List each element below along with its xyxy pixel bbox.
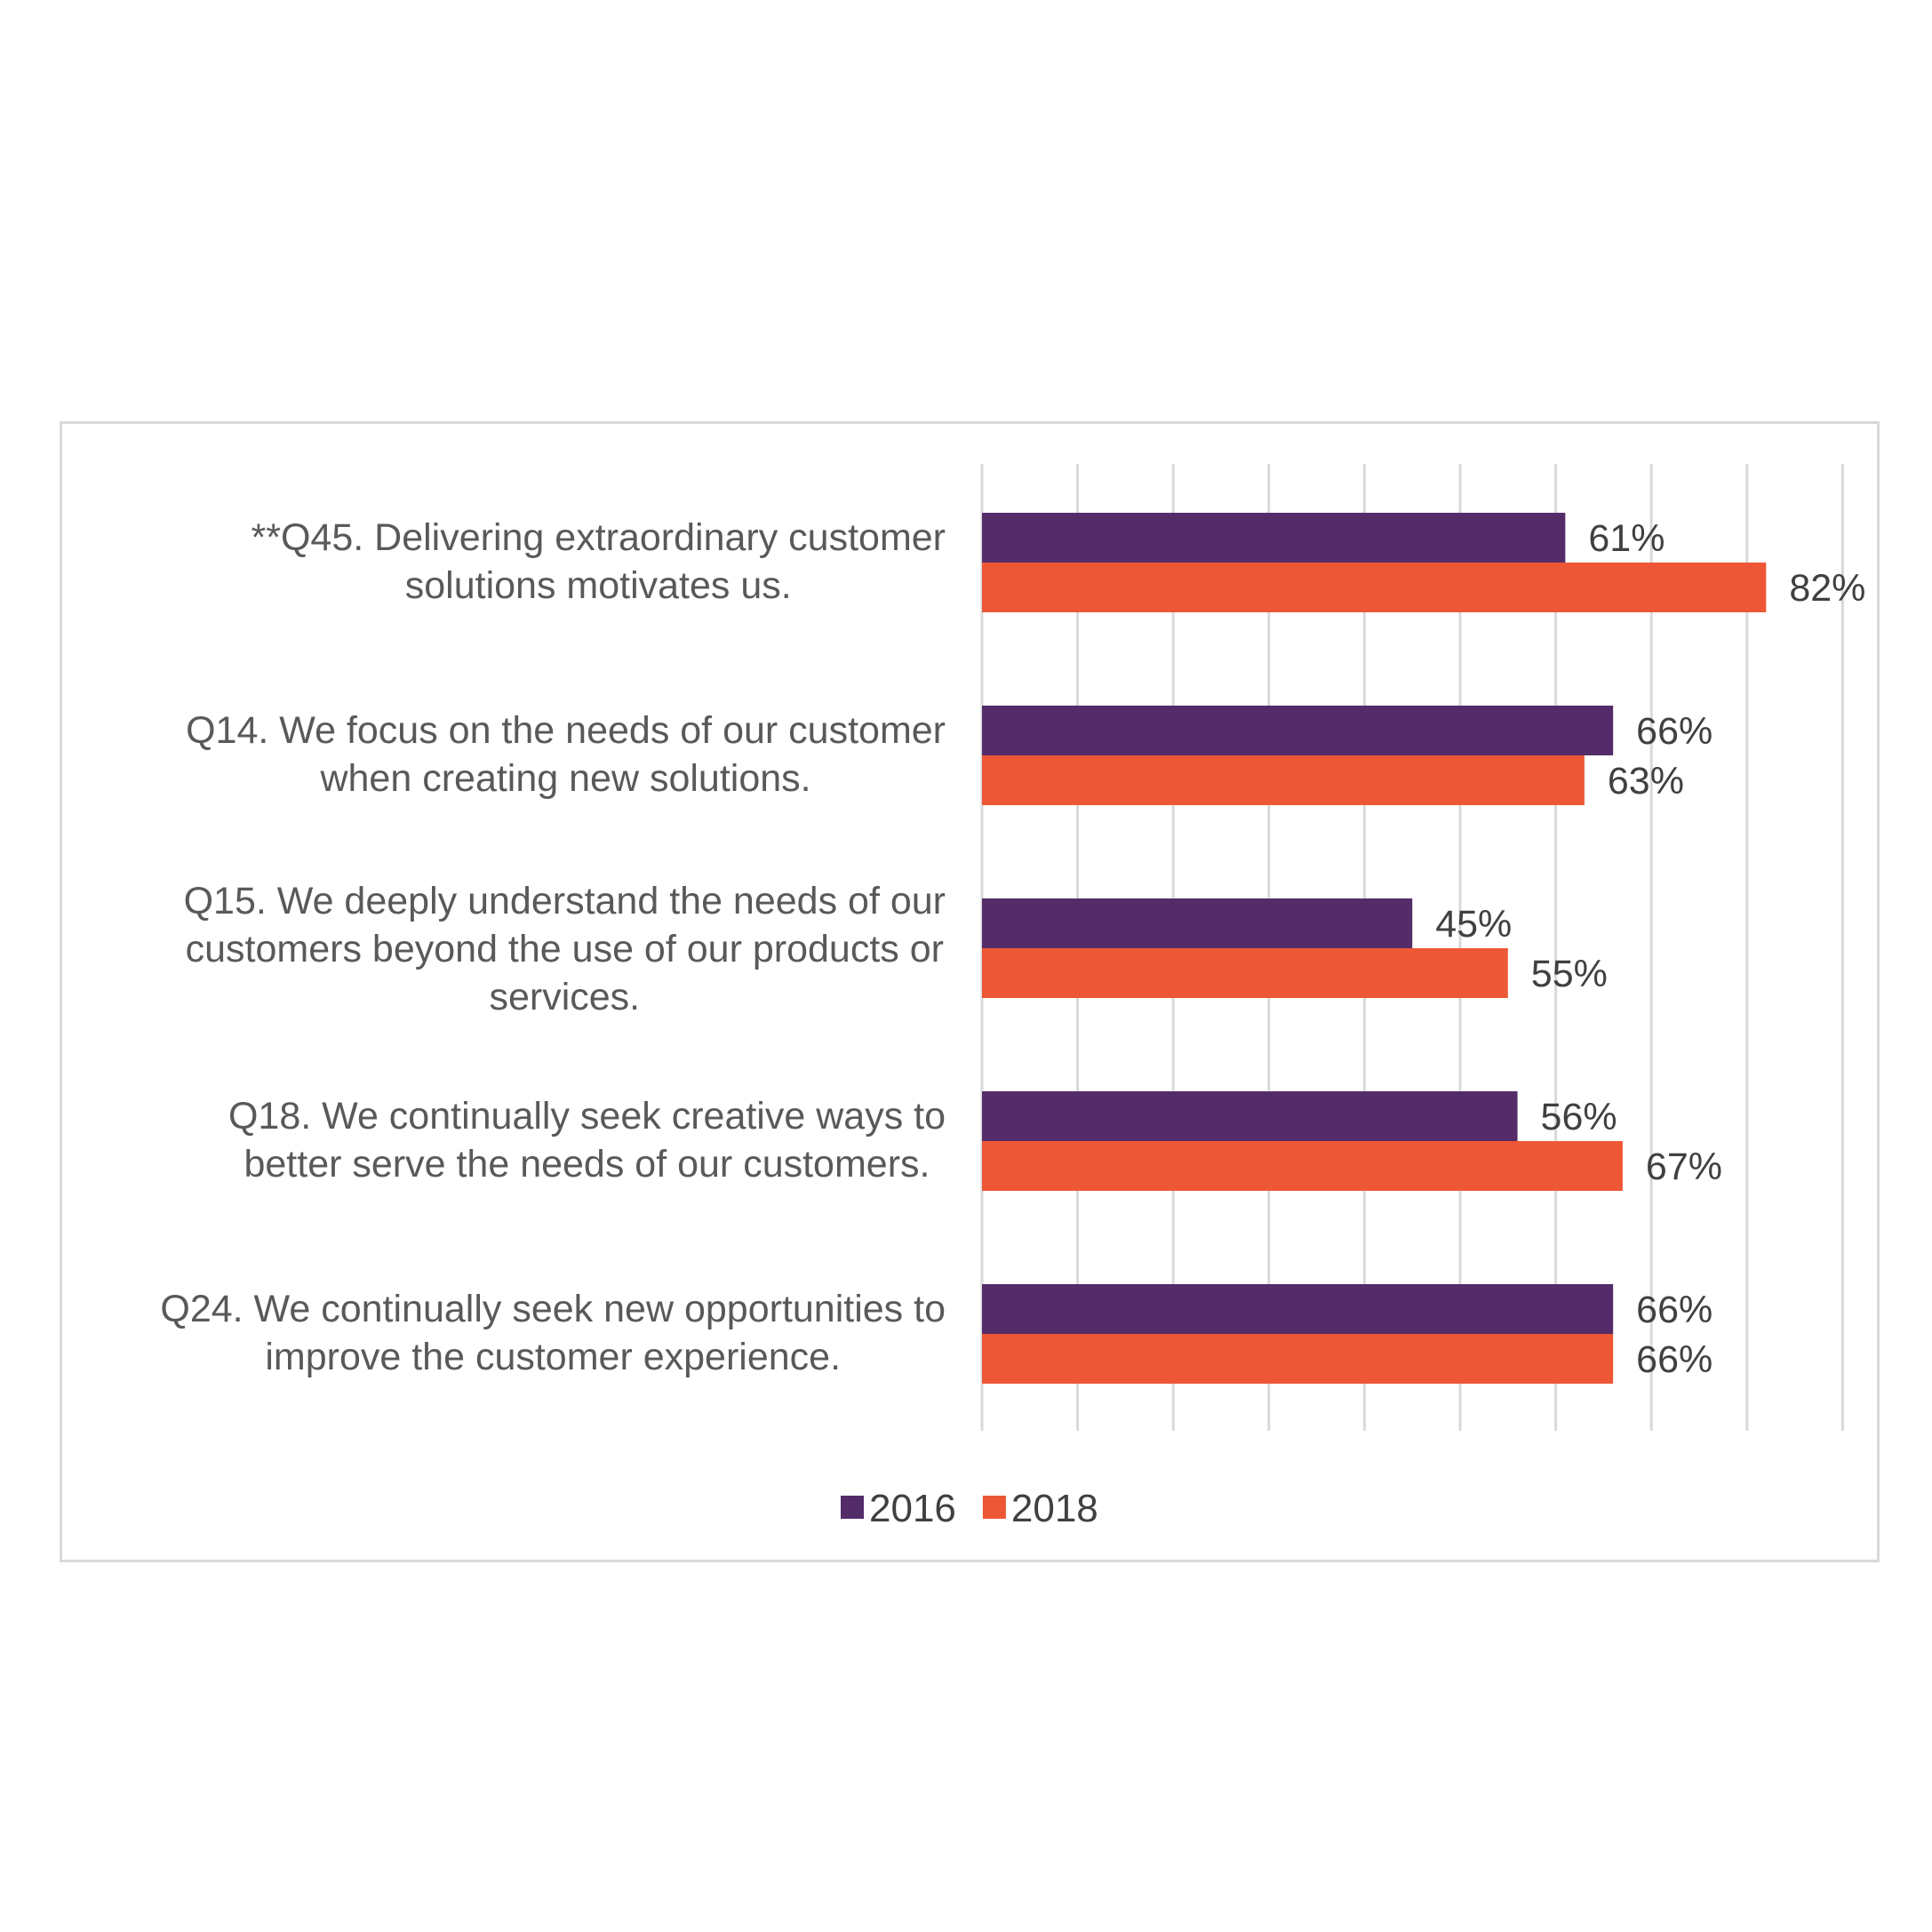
bar-2018-q3 — [982, 1141, 1623, 1191]
data-labels: 61% 82% 66% 63% 45% 55% 56% 67% 66% 66% — [1435, 517, 1865, 1381]
legend-label-2018: 2018 — [1011, 1487, 1098, 1530]
category-label-0: **Q45. Delivering extraordinary customer… — [251, 516, 946, 607]
category-label-line: Q18. We continually seek creative ways t… — [228, 1095, 946, 1138]
data-label-2018-q4: 66% — [1636, 1338, 1712, 1381]
bar-2016-q3 — [982, 1091, 1518, 1141]
legend-label-2016: 2016 — [869, 1487, 956, 1530]
data-label-2016-q4: 66% — [1636, 1289, 1712, 1331]
category-label-line: when creating new solutions. — [319, 757, 810, 800]
data-label-2016-q2: 45% — [1435, 903, 1512, 946]
bar-2018-q4 — [982, 1334, 1614, 1384]
data-label-2018-q3: 67% — [1646, 1146, 1722, 1188]
category-label-4: Q24. We continually seek new opportuniti… — [160, 1288, 946, 1378]
data-label-2016-q3: 56% — [1541, 1096, 1617, 1138]
legend: 2016 2018 — [841, 1487, 1098, 1530]
category-label-line: **Q45. Delivering extraordinary customer — [251, 516, 946, 559]
bar-2016-q2 — [982, 898, 1413, 948]
category-label-1: Q14. We focus on the needs of our custom… — [186, 709, 946, 800]
category-label-line: better serve the needs of our customers. — [243, 1143, 930, 1186]
bar-2016-q0 — [982, 513, 1566, 563]
data-label-2016-q0: 61% — [1588, 517, 1665, 560]
legend-swatch-2016 — [841, 1496, 864, 1519]
category-label-line: services. — [489, 976, 640, 1018]
category-label-line: solutions motivates us. — [405, 564, 792, 607]
gridlines — [980, 464, 1844, 1431]
category-label-line: improve the customer experience. — [265, 1336, 841, 1378]
data-label-2018-q2: 55% — [1531, 953, 1608, 995]
category-label-line: Q14. We focus on the needs of our custom… — [186, 709, 946, 752]
data-label-2016-q1: 66% — [1636, 710, 1712, 753]
bar-2018-q2 — [982, 948, 1508, 998]
bar-2016-q4 — [982, 1284, 1614, 1334]
bar-2018-q0 — [982, 563, 1767, 612]
data-label-2018-q0: 82% — [1789, 567, 1865, 610]
data-label-2018-q1: 63% — [1608, 760, 1684, 802]
legend-swatch-2018 — [982, 1496, 1006, 1519]
bar-2018-q1 — [982, 755, 1585, 805]
category-labels: **Q45. Delivering extraordinary customer… — [160, 516, 946, 1378]
category-label-line: Q24. We continually seek new opportuniti… — [160, 1288, 946, 1330]
bars — [982, 513, 1767, 1384]
bar-2016-q1 — [982, 706, 1614, 755]
category-label-line: Q15. We deeply understand the needs of o… — [184, 880, 946, 922]
category-label-3: Q18. We continually seek creative ways t… — [228, 1095, 946, 1186]
category-label-2: Q15. We deeply understand the needs of o… — [184, 880, 946, 1018]
category-label-line: customers beyond the use of our products… — [186, 928, 944, 970]
